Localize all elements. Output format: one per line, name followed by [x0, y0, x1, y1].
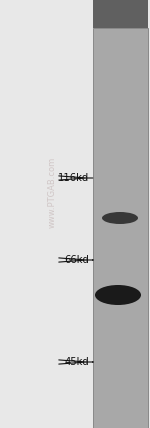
Text: 116kd: 116kd	[58, 173, 89, 183]
Ellipse shape	[102, 212, 138, 224]
Bar	[93, 0, 148, 28]
Text: 45kd: 45kd	[64, 357, 89, 367]
Ellipse shape	[95, 285, 141, 305]
Text: www.PTGAB.com: www.PTGAB.com	[48, 157, 57, 228]
Text: 66kd: 66kd	[64, 255, 89, 265]
Bar	[93, 28, 148, 428]
